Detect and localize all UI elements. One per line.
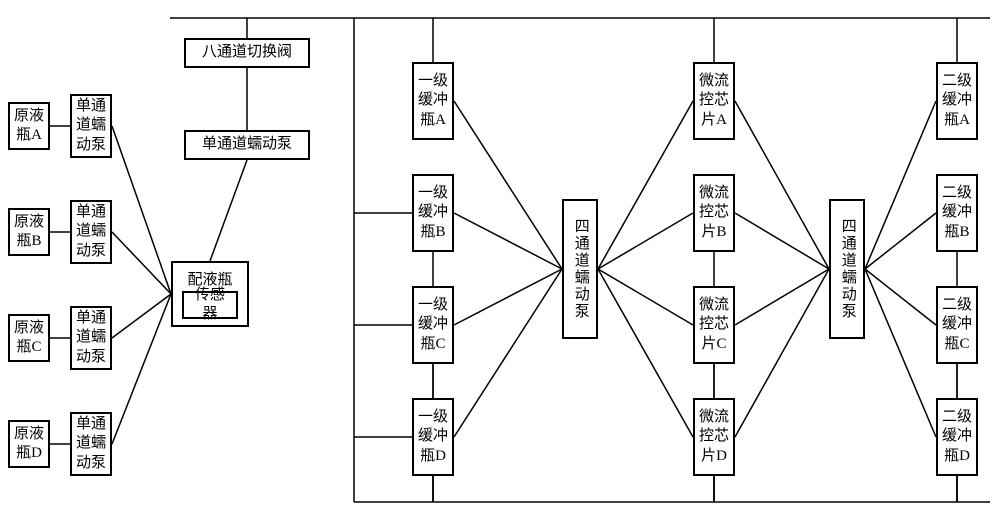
node-sp_c: 单通道蠕动泵 <box>70 306 112 370</box>
node-mix_inner: 传感器 <box>182 291 238 319</box>
node-label: 单通道蠕动泵 <box>202 135 292 155</box>
node-label: 原液瓶D <box>14 425 44 464</box>
node-raw_b: 原液瓶B <box>8 208 50 256</box>
node-raw_a: 原液瓶A <box>8 102 50 150</box>
node-buf2_b: 二级缓冲瓶B <box>936 174 978 252</box>
node-chip_d: 微流控芯片D <box>693 398 735 476</box>
node-label: 原液瓶C <box>14 319 44 358</box>
node-buf2_d: 二级缓冲瓶D <box>936 398 978 476</box>
node-label: 微流控芯片A <box>699 72 729 131</box>
node-pump4_1: 四通道蠕动泵 <box>562 199 598 339</box>
node-label: 单通道蠕动泵 <box>76 309 106 368</box>
node-label: 微流控芯片D <box>699 408 729 467</box>
node-buf2_c: 二级缓冲瓶C <box>936 286 978 364</box>
node-label: 微流控芯片B <box>699 184 729 243</box>
node-label: 原液瓶A <box>14 107 44 146</box>
node-label: 单通道蠕动泵 <box>76 203 106 262</box>
node-sp_d: 单通道蠕动泵 <box>70 412 112 476</box>
node-label: 单通道蠕动泵 <box>76 415 106 474</box>
node-chip_a: 微流控芯片A <box>693 62 735 140</box>
node-label: 二级缓冲瓶A <box>942 72 972 131</box>
node-label: 传感器 <box>188 286 232 325</box>
node-label: 微流控芯片C <box>699 296 729 355</box>
node-label: 二级缓冲瓶D <box>942 408 972 467</box>
node-buf2_a: 二级缓冲瓶A <box>936 62 978 140</box>
node-label: 一级缓冲瓶B <box>418 184 448 243</box>
node-valve8: 八通道切换阀 <box>184 38 310 68</box>
node-label: 二级缓冲瓶C <box>942 296 972 355</box>
node-raw_d: 原液瓶D <box>8 420 50 468</box>
node-label: 四通道蠕动泵 <box>570 218 590 320</box>
node-buf1_a: 一级缓冲瓶A <box>412 62 454 140</box>
node-sp_a: 单通道蠕动泵 <box>70 94 112 158</box>
node-label: 一级缓冲瓶C <box>418 296 448 355</box>
node-pump4_2: 四通道蠕动泵 <box>829 199 865 339</box>
node-chip_c: 微流控芯片C <box>693 286 735 364</box>
node-label: 四通道蠕动泵 <box>837 218 857 320</box>
node-raw_c: 原液瓶C <box>8 314 50 362</box>
node-label: 原液瓶B <box>14 213 44 252</box>
node-buf1_b: 一级缓冲瓶B <box>412 174 454 252</box>
node-label: 一级缓冲瓶D <box>418 408 448 467</box>
node-sp_b: 单通道蠕动泵 <box>70 200 112 264</box>
node-label: 八通道切换阀 <box>202 43 292 63</box>
node-label: 二级缓冲瓶B <box>942 184 972 243</box>
node-label: 一级缓冲瓶A <box>418 72 448 131</box>
node-chip_b: 微流控芯片B <box>693 174 735 252</box>
node-buf1_c: 一级缓冲瓶C <box>412 286 454 364</box>
node-label: 单通道蠕动泵 <box>76 97 106 156</box>
node-buf1_d: 一级缓冲瓶D <box>412 398 454 476</box>
node-pump1: 单通道蠕动泵 <box>184 130 310 160</box>
